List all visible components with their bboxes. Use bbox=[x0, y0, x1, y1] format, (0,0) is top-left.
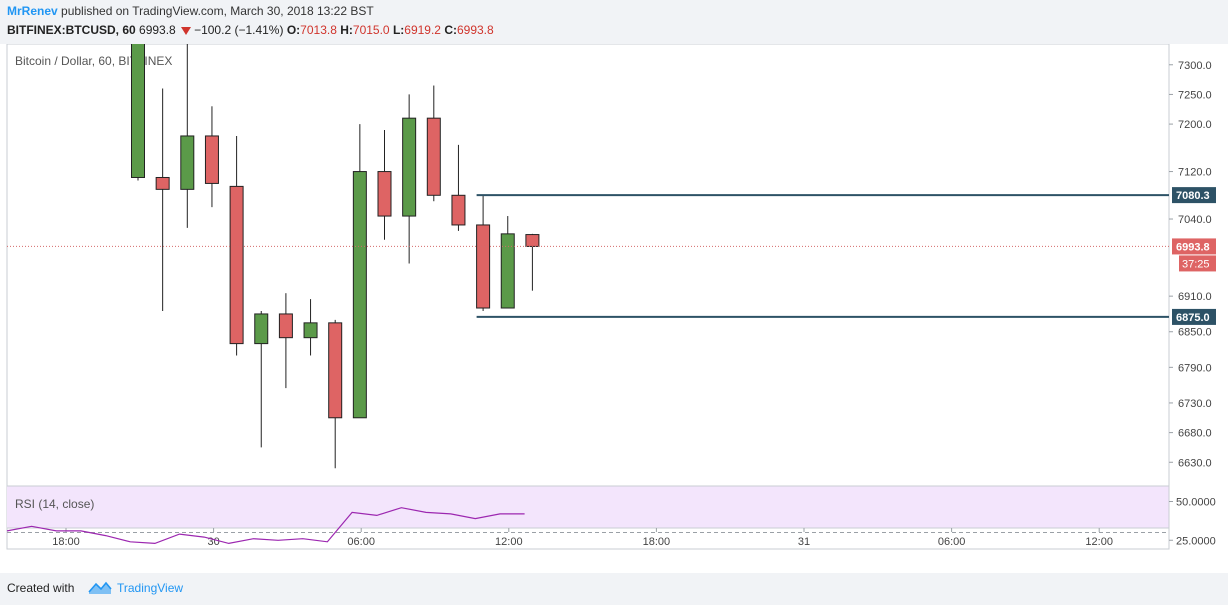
level-tag bbox=[1172, 187, 1216, 204]
down-arrow-icon bbox=[181, 26, 192, 35]
time-tick-label: 18:00 bbox=[643, 536, 671, 548]
price-tick-label: 6630.0 bbox=[1178, 457, 1212, 469]
price-tick-label: 6790.0 bbox=[1178, 362, 1212, 374]
close-label: C: bbox=[444, 23, 457, 37]
price-tick-label: 6910.0 bbox=[1178, 291, 1212, 303]
time-tick-label: 12:00 bbox=[495, 536, 523, 548]
tradingview-logo-icon[interactable] bbox=[88, 580, 112, 596]
candles bbox=[131, 44, 540, 469]
ohlc-legend: BITFINEX:BTCUSD, 60 6993.8 −100.2 (−1.41… bbox=[7, 23, 494, 37]
price-tick-label: 7120.0 bbox=[1178, 167, 1212, 179]
price-tick-label: 7200.0 bbox=[1178, 119, 1212, 131]
countdown-tag bbox=[1179, 255, 1216, 272]
rsi-tick-label: 25.0000 bbox=[1176, 535, 1216, 547]
time-tick-label: 12:00 bbox=[1085, 536, 1113, 548]
candle-down bbox=[525, 234, 540, 247]
high-label: H: bbox=[340, 23, 353, 37]
candle-down bbox=[229, 185, 244, 345]
rsi-title: RSI (14, close) bbox=[15, 497, 94, 511]
rsi-tick-label: 50.0000 bbox=[1176, 497, 1216, 509]
time-tick-label: 06:00 bbox=[938, 536, 966, 548]
time-axis: 18:00 30 06:00 12:00 18:00 31 06:00 12:00 bbox=[52, 528, 1113, 548]
time-tick-label: 31 bbox=[798, 536, 810, 548]
candle-down bbox=[328, 322, 343, 419]
candle-up bbox=[303, 322, 318, 339]
candle-down bbox=[155, 176, 170, 190]
published-text: published on TradingView.com, March 30, … bbox=[61, 4, 374, 18]
tradingview-link[interactable]: TradingView bbox=[117, 581, 184, 595]
candle-up bbox=[180, 135, 195, 190]
level-tag bbox=[1172, 308, 1216, 325]
author-link[interactable]: MrRenev bbox=[7, 4, 58, 18]
candle-up bbox=[352, 171, 367, 419]
low-label: L: bbox=[392, 23, 405, 37]
price-change: −100.2 (−1.41%) bbox=[194, 23, 284, 37]
open-label: O: bbox=[286, 23, 301, 37]
last-price: 6993.8 bbox=[139, 23, 176, 37]
plot-frame bbox=[6, 44, 1170, 550]
chart-title: Bitcoin / Dollar, 60, BITFINEX bbox=[15, 54, 172, 68]
countdown-label: 37:25 bbox=[1182, 258, 1210, 270]
price-axis: 7300.0 7250.0 7200.0 7120.0 7040.0 6910.0 6850… bbox=[1169, 60, 1212, 469]
candle-up bbox=[254, 313, 269, 345]
rsi-indicator: 50.0000 25.0000 bbox=[6, 497, 1216, 547]
rsi-band bbox=[7, 486, 1169, 528]
price-tick-label: 7250.0 bbox=[1178, 89, 1212, 101]
current-price-tag bbox=[1172, 238, 1216, 255]
time-tick-label: 18:00 bbox=[52, 536, 80, 548]
high-value: 7015.0 bbox=[352, 23, 390, 37]
candle-down bbox=[278, 313, 293, 339]
candle-up bbox=[131, 44, 145, 178]
time-tick-label: 06:00 bbox=[347, 536, 375, 548]
candle-down bbox=[426, 117, 441, 196]
level-label: 7080.3 bbox=[1176, 190, 1210, 202]
chart-header: MrRenev published on TradingView.com, Ma… bbox=[0, 0, 1228, 44]
footer: Created with TradingView bbox=[0, 573, 1228, 605]
current-price-label: 6993.8 bbox=[1176, 241, 1210, 253]
price-tick-label: 6730.0 bbox=[1178, 398, 1212, 410]
price-tick-label: 7300.0 bbox=[1178, 60, 1212, 72]
price-tick-label: 7040.0 bbox=[1178, 214, 1212, 226]
created-with-label: Created with bbox=[7, 581, 75, 595]
candle-down bbox=[204, 135, 219, 184]
price-tick-label: 6850.0 bbox=[1178, 327, 1212, 339]
open-value: 7013.8 bbox=[300, 23, 337, 37]
publish-info: MrRenev published on TradingView.com, Ma… bbox=[7, 4, 374, 18]
level-lines: 6993.8 37:25 7080.3 6875.0 bbox=[7, 187, 1216, 325]
rsi-line bbox=[6, 507, 525, 545]
symbol-label: BITFINEX:BTCUSD, 60 bbox=[7, 23, 136, 37]
candle-down bbox=[476, 224, 491, 309]
candle-up bbox=[402, 117, 417, 217]
level-label: 6875.0 bbox=[1176, 312, 1210, 324]
candle-down bbox=[451, 194, 466, 226]
close-value: 6993.8 bbox=[456, 23, 494, 37]
candle-up bbox=[500, 233, 515, 309]
price-tick-label: 6680.0 bbox=[1178, 428, 1212, 440]
low-value: 6919.2 bbox=[404, 23, 441, 37]
price-chart[interactable]: Bitcoin / Dollar, 60, BITFINEX RSI (14, … bbox=[0, 44, 1228, 573]
candle-down bbox=[377, 171, 392, 217]
